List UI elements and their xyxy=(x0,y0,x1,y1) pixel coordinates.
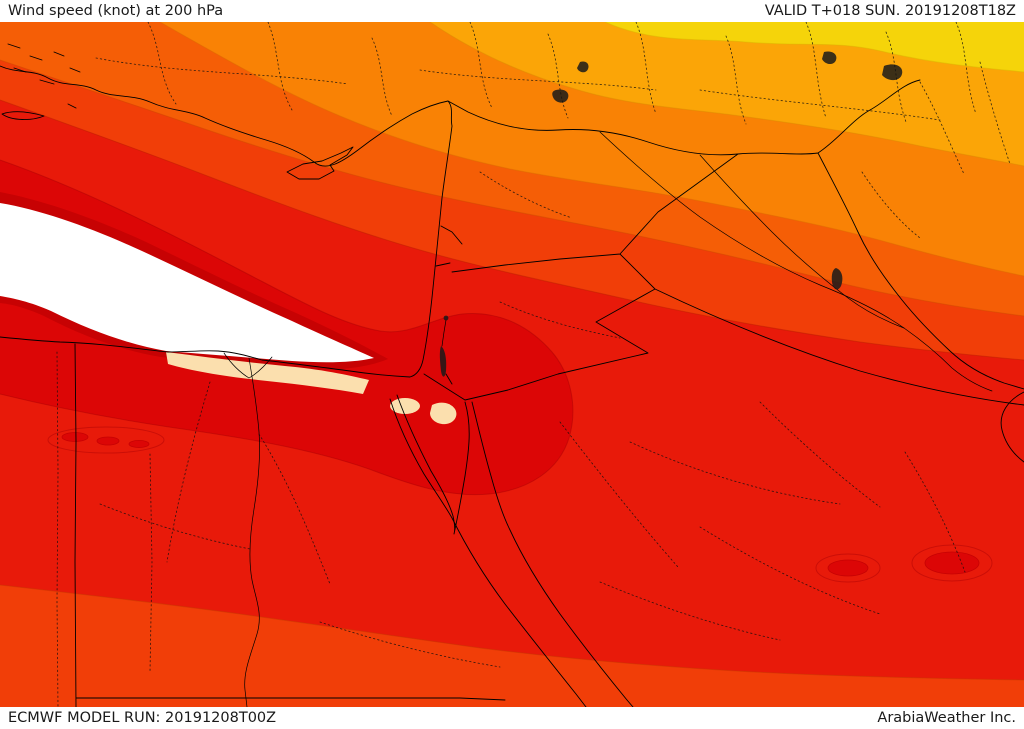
sinai-peninsula-coast xyxy=(396,394,470,535)
red-sea-east-coast xyxy=(471,401,634,707)
persian-gulf-coast xyxy=(1000,391,1024,463)
footer-bar: ECMWF MODEL RUN: 20191208T00Z ArabiaWeat… xyxy=(0,707,1024,729)
wind-max-lens xyxy=(128,439,150,448)
contour-lines xyxy=(0,22,1024,681)
cream-patch xyxy=(390,398,420,414)
red-sea-west-coast xyxy=(389,398,587,707)
map-canvas xyxy=(0,22,1024,707)
jet-core-white xyxy=(0,203,374,363)
wind-max-lens xyxy=(827,559,869,577)
dead-sea xyxy=(439,346,447,377)
band-red-orange-south xyxy=(0,585,1024,707)
model-run-label: ECMWF MODEL RUN: 20191208T00Z xyxy=(8,710,277,726)
wind-max-lens xyxy=(924,551,980,575)
wind-max-lens xyxy=(96,436,120,446)
aegean-islands xyxy=(1,43,81,120)
wind-speed-bands xyxy=(0,22,1024,707)
sea-of-galilee xyxy=(443,315,449,321)
euphrates-river xyxy=(599,131,993,392)
wind-max-lens xyxy=(61,432,89,442)
coastal-cream-band xyxy=(166,352,369,394)
coastlines-and-borders xyxy=(0,22,1024,707)
egypt-sudan-border xyxy=(75,697,506,701)
admin-borders-south xyxy=(56,61,1011,707)
header-bar: Wind speed (knot) at 200 hPa VALID T+018… xyxy=(0,0,1024,22)
lake-tharthar xyxy=(831,268,843,290)
jet-core-group xyxy=(0,192,457,425)
provider-label: ArabiaWeather Inc. xyxy=(877,710,1016,726)
admin-borders-north xyxy=(95,22,977,125)
mediterranean-coastline xyxy=(0,65,453,378)
nile-river xyxy=(223,352,273,707)
cream-patch xyxy=(430,402,457,425)
jordan-river xyxy=(441,319,447,347)
tigris-river xyxy=(699,154,905,329)
valid-time-label: VALID T+018 SUN. 20191208T18Z xyxy=(764,3,1016,19)
map-title: Wind speed (knot) at 200 hPa xyxy=(8,3,224,19)
country-borders xyxy=(423,79,1024,406)
cyprus-island xyxy=(286,146,354,180)
egypt-libya-border xyxy=(74,343,77,707)
wind-map-svg xyxy=(0,22,1024,707)
